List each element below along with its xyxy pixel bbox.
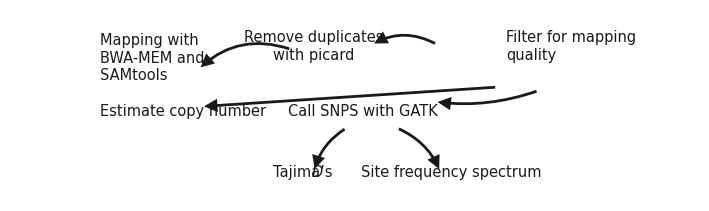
Text: Mapping with
BWA-MEM and
SAMtools: Mapping with BWA-MEM and SAMtools: [99, 33, 204, 83]
FancyArrowPatch shape: [207, 87, 495, 110]
Text: Estimate copy number: Estimate copy number: [99, 104, 266, 119]
Text: Remove duplicates
with picard: Remove duplicates with picard: [244, 30, 384, 63]
FancyArrowPatch shape: [440, 91, 537, 108]
Text: Site frequency spectrum: Site frequency spectrum: [361, 165, 542, 180]
Text: D: D: [311, 165, 323, 180]
FancyArrowPatch shape: [376, 34, 435, 43]
Text: Call SNPS with GATK: Call SNPS with GATK: [289, 104, 438, 119]
Text: Filter for mapping
quality: Filter for mapping quality: [506, 30, 637, 63]
FancyArrowPatch shape: [314, 129, 345, 166]
Text: Tajima’s: Tajima’s: [273, 165, 337, 180]
FancyArrowPatch shape: [399, 129, 438, 166]
FancyArrowPatch shape: [203, 43, 289, 65]
